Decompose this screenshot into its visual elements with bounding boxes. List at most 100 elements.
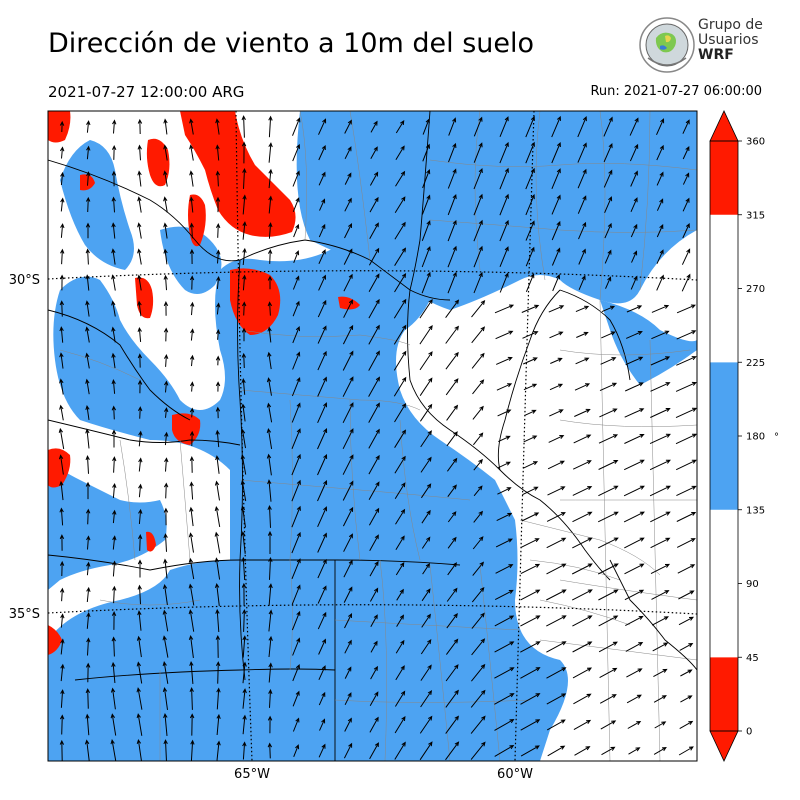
wind-arrow [343,559,353,578]
wind-arrow [291,505,301,528]
wind-arrow [317,427,328,450]
wind-arrow [268,583,273,606]
wind-arrow [268,142,273,163]
wind-arrow [85,274,90,291]
wind-arrow [368,376,380,397]
colorbar-tick-label: 180 [746,432,765,443]
wind-arrow [59,326,64,343]
wind-arrow [550,357,563,364]
wind-arrow [680,695,693,703]
wind-arrow [422,118,430,135]
wind-arrow [190,328,195,341]
wind-arrow [319,718,326,731]
wind-arrow [291,428,301,449]
wind-arrow [291,584,301,605]
wind-arrow [163,196,168,213]
wind-arrow [572,641,593,653]
wind-arrow [240,479,247,502]
wind-arrow [494,667,515,679]
wind-arrow [369,742,379,760]
logo-line2: Usuarios [698,32,759,48]
wind-arrow [471,612,485,629]
wind-arrow [241,301,247,316]
wind-arrow [293,744,300,757]
wind-arrow [496,512,513,522]
wind-arrow [520,615,541,627]
wind-arrow [496,383,513,391]
wind-arrow [268,635,273,658]
wind-arrow [394,429,406,448]
wind-arrow [368,273,380,292]
wind-arrow [268,222,273,239]
wind-arrow [522,461,539,469]
wind-arrow [520,563,541,575]
wind-arrow [215,406,221,419]
wind-arrow [216,740,221,761]
wind-arrow [59,714,65,735]
wind-arrow [551,168,561,189]
wind-arrow [189,660,194,684]
wind-arrow [318,743,326,758]
wind-arrow [267,326,272,343]
wind-arrow [342,428,354,450]
wind-arrow [291,531,301,554]
wind-arrow [499,246,509,267]
wind-arrow [214,557,221,580]
wind-arrow [242,688,247,709]
wind-arrow [342,480,354,501]
wind-arrow [291,402,301,423]
wind-arrow [292,170,300,187]
wind-arrow [446,431,458,447]
wind-arrow [499,116,509,137]
wind-arrow [164,457,169,472]
coastline [609,559,697,671]
wind-arrow [653,695,667,703]
wind-arrow [447,219,457,242]
wind-arrow [525,273,535,292]
wind-arrow [445,715,459,734]
southerly-region-east [600,300,697,385]
wind-arrow [525,194,535,216]
wind-arrow [471,638,486,656]
wind-arrow [110,713,117,736]
wind-arrow [603,116,613,137]
wind-arrow [189,275,195,290]
wind-arrow [679,643,694,651]
wind-arrow [473,271,483,294]
wind-arrow [422,143,430,162]
wind-arrow [111,661,116,684]
wind-arrow [421,509,431,524]
wind-arrow [473,193,483,216]
wind-arrow [603,169,613,188]
wind-arrow [395,120,405,134]
wind-arrow [370,665,378,680]
wind-arrow [59,146,65,159]
wind-arrow [242,714,247,735]
wind-arrow [343,299,353,318]
wind-arrow [188,634,194,658]
wind-arrow [471,352,485,369]
wind-arrow [546,589,567,601]
wind-arrow [292,197,300,212]
wind-arrow [292,117,301,136]
wind-arrow [651,590,670,600]
wind-arrow [319,198,326,211]
wind-arrow [111,326,116,343]
wind-arrow [318,691,326,706]
wind-arrow [59,739,65,761]
wind-arrow [546,563,567,575]
wind-arrow [445,378,459,396]
colorbar-band [710,657,738,731]
colorbar-tick-label: 225 [746,358,765,369]
wind-arrow [624,408,645,418]
wind-arrow [572,537,593,549]
wind-arrow [242,167,247,189]
wind-arrow [216,713,221,736]
wind-arrow [137,118,143,135]
wind-arrow [189,354,195,367]
wind-arrow [215,355,221,366]
wind-arrow [214,505,221,527]
lon-label-60w: 60°W [497,767,533,782]
wind-arrow [394,196,406,214]
wind-arrow [343,248,353,265]
